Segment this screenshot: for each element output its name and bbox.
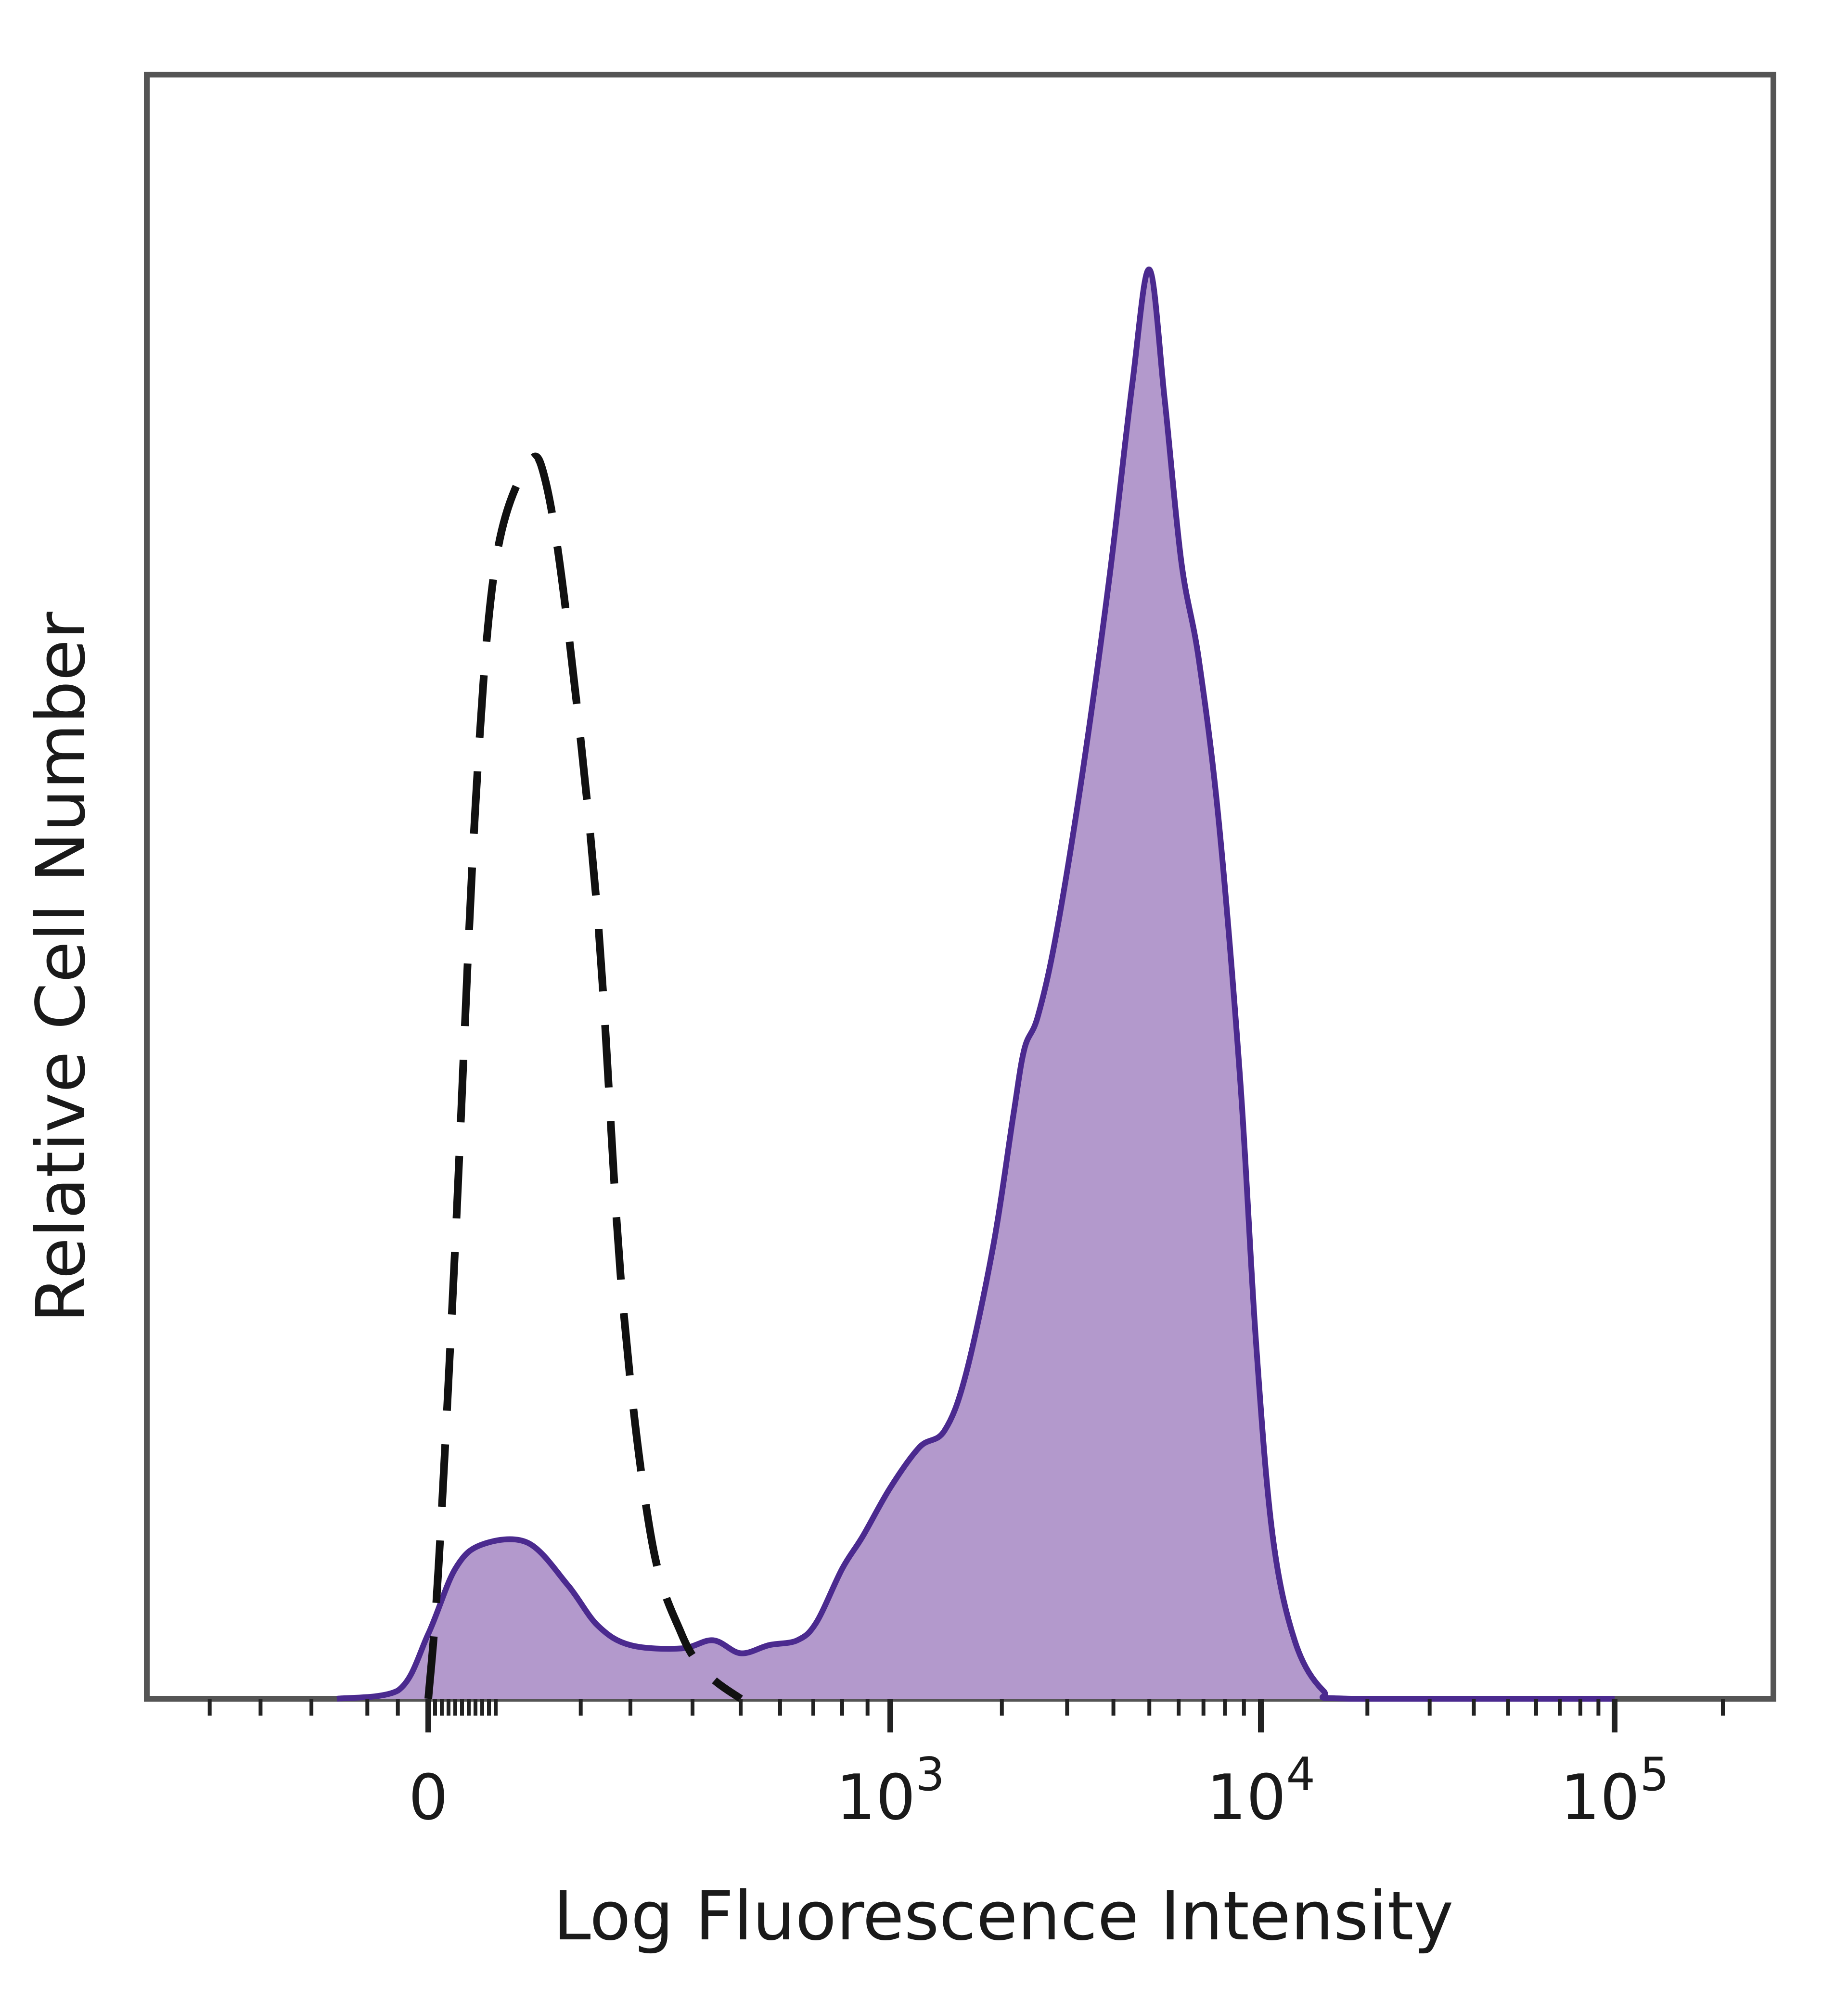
y-axis-title: Relative Cell Number (22, 612, 101, 1323)
x-axis-title: Log Fluorescence Intensity (553, 1877, 1454, 1956)
x-axis-ticks (207, 1699, 1725, 1732)
control-histogram-line (424, 452, 743, 1702)
x-tick-label: 104 (1206, 1748, 1315, 1834)
series-layer (336, 266, 1615, 1702)
stained-histogram-line (336, 266, 1615, 1702)
x-axis-tick-labels: 0 103 104 105 (409, 1748, 1669, 1834)
x-tick-label: 105 (1560, 1748, 1669, 1834)
x-tick-label: 0 (409, 1761, 449, 1834)
x-tick-label: 103 (836, 1748, 945, 1834)
